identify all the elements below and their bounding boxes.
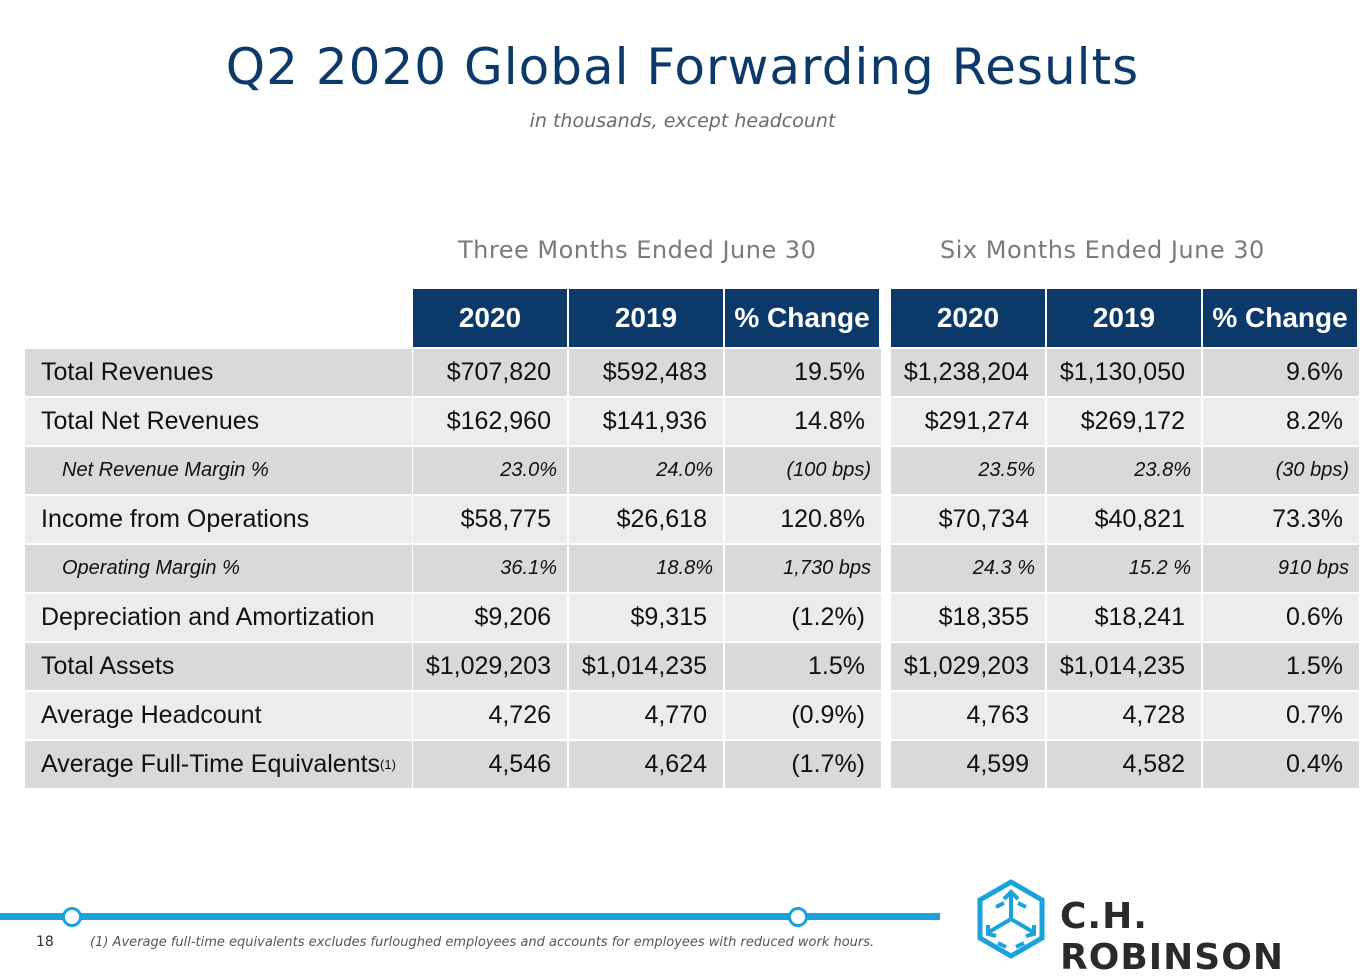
table-cell: 4,624 [569, 741, 723, 788]
table-cell: (1.7%) [725, 741, 881, 788]
column-header-six-months-0: 2020 [891, 289, 1045, 347]
table-cell: 4,726 [413, 692, 567, 739]
table-cell: 23.5% [891, 447, 1045, 494]
footnote: (1) Average full-time equivalents exclud… [90, 935, 875, 950]
page-number: 18 [36, 934, 54, 950]
ch-robinson-cube-logo-icon [977, 879, 1045, 959]
table-cell: 0.4% [1203, 741, 1359, 788]
table-cell: $291,274 [891, 398, 1045, 445]
table-cell: 24.3 % [891, 545, 1045, 592]
row-label-text: Average Headcount [41, 701, 262, 729]
column-header-six-months-2: % Change [1203, 289, 1357, 347]
table-cell: (1.2%) [725, 594, 881, 641]
table-cell: 15.2 % [1047, 545, 1201, 592]
row-label-text: Operating Margin % [62, 557, 240, 579]
table-cell: 0.7% [1203, 692, 1359, 739]
footer-line-dot-left [62, 907, 82, 927]
table-cell: 4,546 [413, 741, 567, 788]
page-title: Q2 2020 Global Forwarding Results [225, 38, 1140, 96]
table-cell: 18.8% [569, 545, 723, 592]
table-cell: 23.8% [1047, 447, 1201, 494]
table-cell: $9,206 [413, 594, 567, 641]
table-cell: $141,936 [569, 398, 723, 445]
footer-line-dot-right [788, 907, 808, 927]
table-cell: 73.3% [1203, 496, 1359, 543]
table-cell: 0.6% [1203, 594, 1359, 641]
table-cell: 910 bps [1203, 545, 1359, 592]
table-cell: 1.5% [1203, 643, 1359, 690]
table-cell: $162,960 [413, 398, 567, 445]
row-label: Depreciation and Amortization [25, 594, 412, 641]
table-cell: $40,821 [1047, 496, 1201, 543]
table-cell: 9.6% [1203, 349, 1359, 396]
table-cell: 8.2% [1203, 398, 1359, 445]
column-header-three-months-0: 2020 [413, 289, 567, 347]
row-label: Average Full-Time Equivalents (1) [25, 741, 412, 788]
row-label: Total Revenues [25, 349, 412, 396]
table-cell: $58,775 [413, 496, 567, 543]
page-subtitle: in thousands, except headcount [529, 110, 836, 132]
table-cell: $1,029,203 [891, 643, 1045, 690]
table-cell: $1,029,203 [413, 643, 567, 690]
table-cell: (30 bps) [1203, 447, 1359, 494]
table-cell: 19.5% [725, 349, 881, 396]
table-cell: 23.0% [413, 447, 567, 494]
row-label-text: Depreciation and Amortization [41, 603, 375, 631]
table-cell: $1,014,235 [569, 643, 723, 690]
column-header-three-months-2: % Change [725, 289, 879, 347]
table-cell: 14.8% [725, 398, 881, 445]
row-label: Net Revenue Margin % [25, 447, 412, 494]
table-cell: $18,241 [1047, 594, 1201, 641]
table-cell: $269,172 [1047, 398, 1201, 445]
row-label: Total Assets [25, 643, 412, 690]
table-cell: $9,315 [569, 594, 723, 641]
table-cell: 4,763 [891, 692, 1045, 739]
table-cell: 24.0% [569, 447, 723, 494]
footer-accent-line [0, 913, 940, 920]
column-header-six-months-1: 2019 [1047, 289, 1201, 347]
brand-name: C.H. ROBINSON [1060, 896, 1284, 978]
table-cell: (100 bps) [725, 447, 881, 494]
table-cell: $1,238,204 [891, 349, 1045, 396]
row-label-text: Total Revenues [41, 358, 214, 386]
table-cell: $1,014,235 [1047, 643, 1201, 690]
row-label: Income from Operations [25, 496, 412, 543]
table-cell: $707,820 [413, 349, 567, 396]
three-months-heading: Three Months Ended June 30 [458, 236, 817, 264]
table-cell: 4,582 [1047, 741, 1201, 788]
row-label-text: Income from Operations [41, 505, 310, 533]
table-cell: 4,728 [1047, 692, 1201, 739]
six-months-heading: Six Months Ended June 30 [940, 236, 1265, 264]
table-cell: $26,618 [569, 496, 723, 543]
column-header-three-months-1: 2019 [569, 289, 723, 347]
row-label: Total Net Revenues [25, 398, 412, 445]
row-label-text: Total Net Revenues [41, 407, 260, 435]
row-label-text: Total Assets [41, 652, 175, 680]
row-label: Average Headcount [25, 692, 412, 739]
footnote-marker: (1) [380, 757, 396, 772]
table-cell: (0.9%) [725, 692, 881, 739]
table-cell: 120.8% [725, 496, 881, 543]
table-cell: $1,130,050 [1047, 349, 1201, 396]
table-cell: 4,770 [569, 692, 723, 739]
table-cell: 36.1% [413, 545, 567, 592]
table-cell: $18,355 [891, 594, 1045, 641]
row-label-text: Net Revenue Margin % [62, 459, 269, 481]
row-label: Operating Margin % [25, 545, 412, 592]
table-cell: $70,734 [891, 496, 1045, 543]
table-cell: $592,483 [569, 349, 723, 396]
table-cell: 1,730 bps [725, 545, 881, 592]
table-cell: 1.5% [725, 643, 881, 690]
table-cell: 4,599 [891, 741, 1045, 788]
row-label-text: Average Full-Time Equivalents [41, 750, 381, 778]
